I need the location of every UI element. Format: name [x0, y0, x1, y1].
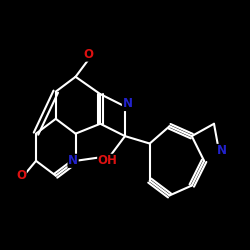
Text: N: N: [216, 144, 226, 158]
Text: O: O: [83, 48, 93, 61]
Text: N: N: [68, 154, 78, 167]
Text: O: O: [16, 169, 26, 182]
Text: N: N: [122, 98, 132, 110]
Text: OH: OH: [98, 154, 118, 167]
